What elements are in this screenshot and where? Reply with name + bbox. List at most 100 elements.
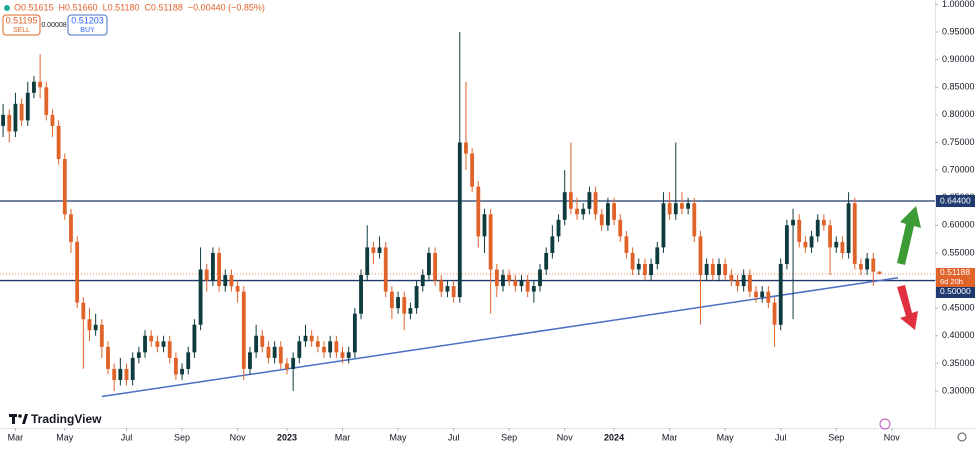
candle-body (383, 247, 388, 292)
candle-body (766, 291, 771, 303)
candle-body (809, 236, 814, 248)
candle-body (62, 159, 67, 215)
candle-body (457, 142, 462, 298)
candle-body (488, 214, 493, 270)
candle-body (803, 241, 808, 248)
candle-body (655, 247, 660, 264)
candle-body (717, 263, 721, 276)
candle-body (680, 203, 684, 209)
candle-body (643, 263, 647, 276)
candle-body (513, 280, 518, 287)
y-tick-label: 0.55000 (942, 247, 975, 257)
candle-body (328, 341, 333, 353)
y-tick-label: 0.40000 (942, 330, 975, 340)
candle-body (636, 263, 641, 270)
candle-body (865, 258, 870, 270)
candle-body (871, 258, 876, 272)
candle-body (204, 269, 209, 281)
x-tick-label: May (717, 432, 735, 442)
x-tick-label: Sep (828, 432, 844, 442)
y-tick-label: 0.95000 (942, 26, 975, 36)
legend-item: L0.51180 (103, 2, 140, 12)
candle-body (828, 225, 832, 248)
candle-body (7, 114, 12, 132)
candle-body (470, 153, 475, 187)
candle-body (661, 203, 666, 248)
candle-body (112, 368, 117, 380)
spread: 0.00008 (41, 22, 66, 29)
candle-body (161, 341, 166, 347)
y-tick-label: 0.80000 (942, 109, 975, 119)
candle-body (340, 352, 345, 358)
candle-body (723, 263, 728, 276)
candle-body (346, 352, 351, 358)
candle-body (846, 203, 851, 253)
candle-body (297, 341, 302, 358)
candle-body (494, 269, 499, 287)
candle-body (334, 341, 339, 353)
candle-body (741, 275, 746, 287)
candle-body (180, 368, 184, 375)
candle-body (75, 241, 80, 303)
candle-body (550, 236, 555, 253)
candle-body (568, 192, 573, 209)
candle-body (476, 186, 481, 237)
candle-body (815, 219, 820, 237)
candle-body (155, 341, 160, 347)
sell-label: SELL (13, 27, 30, 34)
candle-body (859, 263, 863, 270)
candle-body (124, 368, 129, 380)
replay-icon[interactable] (879, 418, 891, 430)
candle-body (136, 352, 141, 358)
x-tick-label: 2023 (277, 432, 297, 442)
candle-body (427, 252, 431, 276)
y-tick-label: 0.70000 (942, 164, 975, 174)
candle-body (254, 335, 259, 353)
candle-body (408, 308, 413, 314)
candles-layer (1, 32, 882, 391)
candle-body (710, 263, 715, 276)
candle-body (414, 286, 419, 309)
candle-body (778, 263, 783, 325)
candle-body (198, 269, 203, 325)
candle-body (420, 275, 425, 287)
buy-price: 0.51203 (71, 15, 104, 25)
sell-price: 0.51195 (6, 15, 38, 25)
candle-body (13, 103, 18, 132)
candle-body (303, 335, 308, 342)
countdown: 6d 20h (940, 277, 963, 286)
candle-body (365, 247, 370, 276)
candle-body (217, 252, 222, 287)
candle-body (32, 81, 36, 93)
sell-button[interactable] (2, 14, 41, 36)
candle-body (50, 114, 55, 126)
candle-body (791, 219, 795, 226)
candle-body (612, 203, 616, 220)
x-tick-label: Nov (557, 432, 574, 442)
candle-body (729, 275, 734, 281)
candle-body (667, 203, 672, 215)
candle-body (149, 335, 154, 342)
candle-body (266, 346, 271, 358)
x-tick-label: May (390, 432, 408, 442)
candle-body (260, 335, 265, 347)
candle-body (322, 346, 326, 353)
x-tick-label: May (56, 432, 74, 442)
settings-icon[interactable] (957, 432, 967, 442)
legend-item: H0.51660 (59, 2, 98, 12)
candle-body (69, 214, 73, 242)
x-tick-label: Jul (448, 432, 460, 442)
candle-body (186, 352, 191, 369)
candle-body (118, 368, 123, 380)
candle-body (624, 236, 629, 253)
candle-body (445, 286, 450, 292)
candle-body (143, 335, 147, 353)
candle-body (704, 263, 709, 276)
brand-logo (9, 414, 28, 424)
candle-body (309, 335, 314, 342)
y-tick-label: 1.00000 (942, 0, 975, 9)
buy-button[interactable] (67, 14, 108, 36)
candle-body (211, 252, 215, 281)
candle-body (396, 297, 400, 309)
